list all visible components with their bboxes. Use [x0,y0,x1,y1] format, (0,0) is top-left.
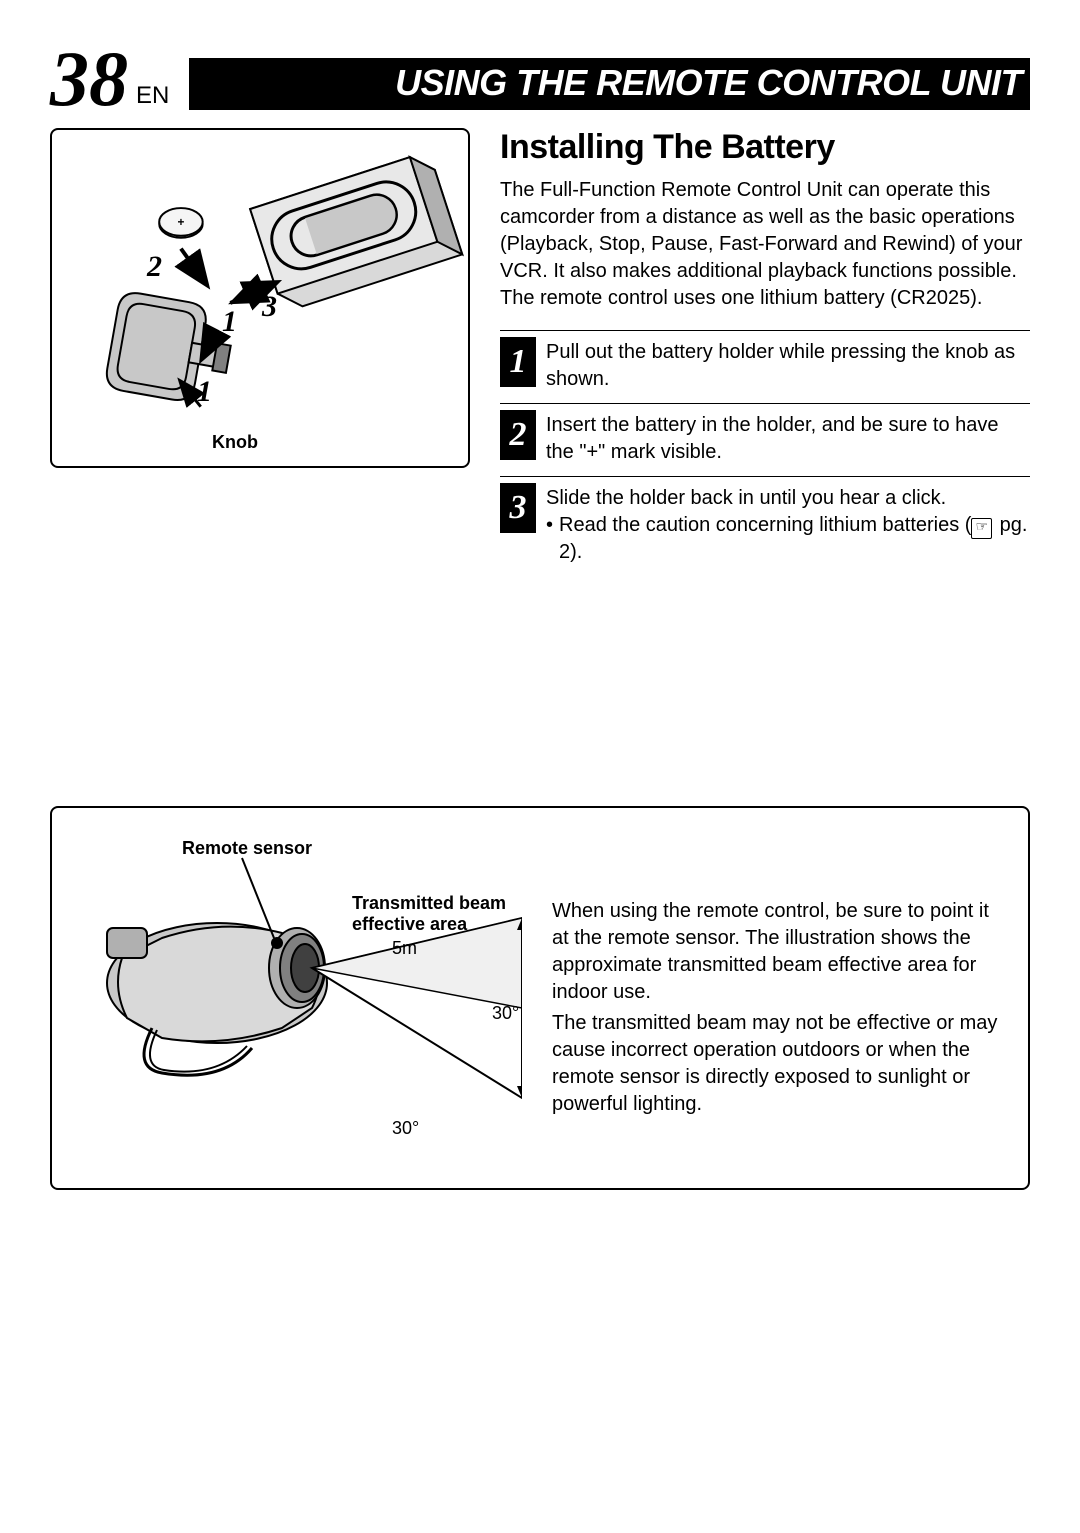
page-lang: EN [136,82,169,110]
step-num-3: 3 [500,483,536,533]
step-num-2: 2 [500,410,536,460]
knob-label: Knob [212,432,258,453]
step-text-2: Insert the battery in the holder, and be… [546,410,1030,466]
step-text-3: Slide the holder back in until you hear … [546,483,1030,566]
step-1: 1 Pull out the battery holder while pres… [500,330,1030,403]
section-title: Installing The Battery [500,128,1030,167]
camcorder-illustration: Remote sensor Transmitted beam effective… [92,838,522,1158]
beam-area-label: Transmitted beam effective area [352,893,512,935]
step-3-bullet-text: Read the caution concerning lithium batt… [559,512,1030,566]
fig-num-1a: 1 [222,305,237,339]
remote-svg: + [52,130,468,466]
ref-icon: ☞ [971,518,992,539]
step-3-bullet: • Read the caution concerning lithium ba… [546,512,1030,566]
right-column: Installing The Battery The Full-Function… [500,128,1030,576]
page-number: 38 [50,40,128,118]
beam-text-2: The transmitted beam may not be effectiv… [552,1010,998,1118]
step-2: 2 Insert the battery in the holder, and … [500,403,1030,476]
beam-text-1: When using the remote control, be sure t… [552,898,998,1006]
beam-text: When using the remote control, be sure t… [552,838,998,1158]
bullet-icon: • [546,512,553,566]
step-3: 3 Slide the holder back in until you hea… [500,476,1030,576]
remote-sensor-label: Remote sensor [182,838,312,859]
step-num-1: 1 [500,337,536,387]
distance-label: 5m [392,938,417,959]
beam-box: Remote sensor Transmitted beam effective… [50,806,1030,1190]
section-intro: The Full-Function Remote Control Unit ca… [500,177,1030,312]
fig-num-3: 3 [262,290,277,324]
page-title: USING THE REMOTE CONTROL UNIT [189,58,1030,110]
step-3-bullet-txt: Read the caution concerning lithium batt… [559,514,971,536]
angle-label-2: 30° [392,1118,419,1139]
step-3-main: Slide the holder back in until you hear … [546,487,946,509]
cam-svg [92,838,522,1158]
svg-text:+: + [177,215,184,229]
page-header: 38 EN USING THE REMOTE CONTROL UNIT [50,40,1030,118]
step-text-1: Pull out the battery holder while pressi… [546,337,1030,393]
angle-label-1: 30° [492,1003,519,1024]
fig-num-1b: 1 [197,375,212,409]
fig-num-2: 2 [147,250,162,284]
top-section: + 2 1 3 1 [50,128,1030,576]
battery-illustration: + 2 1 3 1 [50,128,470,468]
